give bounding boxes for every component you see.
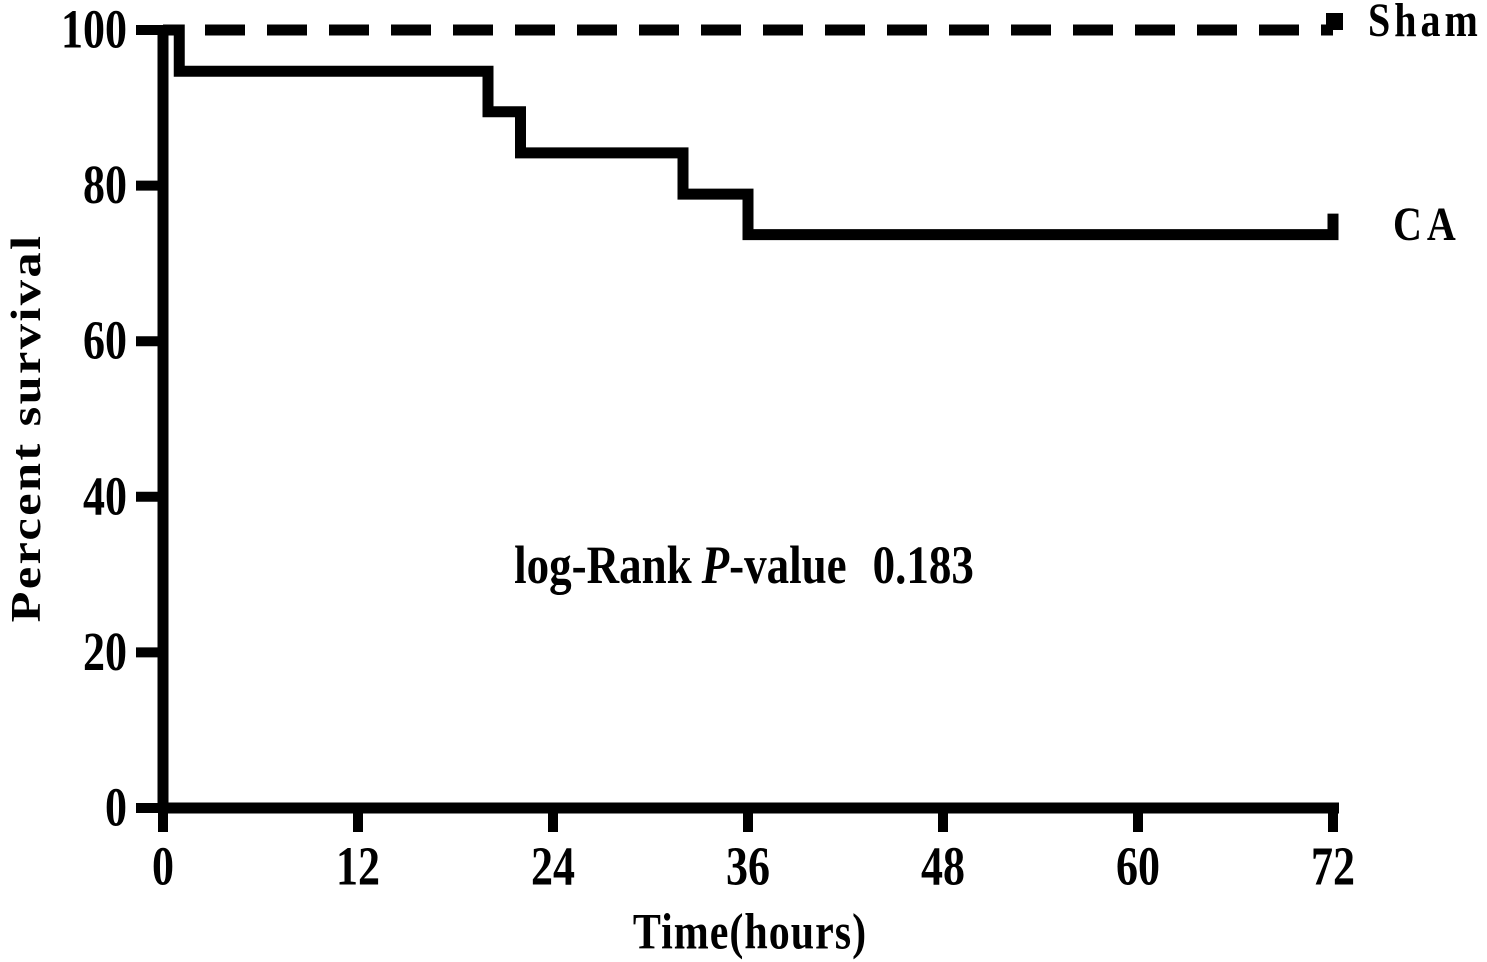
annotation-suffix: -value — [729, 535, 847, 595]
x-tick-label: 12 — [336, 836, 380, 897]
y-tick-label: 0 — [105, 777, 127, 838]
x-tick-label: 0 — [152, 836, 174, 897]
y-axis-title: Percent survival — [4, 233, 50, 623]
x-tick-label: 48 — [921, 836, 965, 897]
y-tick-label: 80 — [83, 155, 127, 216]
x-tick-label: 72 — [1311, 836, 1355, 897]
x-tick-label: 24 — [531, 836, 575, 897]
legend-label-sham: Sham — [1368, 0, 1482, 47]
annotation-p-value: 0.183 — [872, 535, 974, 595]
x-axis-title: Time(hours) — [632, 905, 868, 961]
annotation-prefix: log-Rank — [514, 535, 692, 595]
x-tick-label: 60 — [1116, 836, 1160, 897]
legend-label-ca: CA — [1393, 197, 1461, 251]
y-tick-label: 60 — [83, 310, 127, 371]
annotation-p-symbol: P — [701, 535, 730, 595]
y-tick-label: 100 — [61, 0, 127, 60]
sham-end-square-marker — [1326, 13, 1343, 30]
x-tick-label: 36 — [726, 836, 770, 897]
y-tick-label: 20 — [83, 621, 127, 682]
ca-survival-curve — [163, 24, 1339, 241]
log-rank-annotation: log-Rank P-value 0.183 — [514, 534, 974, 596]
y-tick-label: 40 — [83, 466, 127, 527]
